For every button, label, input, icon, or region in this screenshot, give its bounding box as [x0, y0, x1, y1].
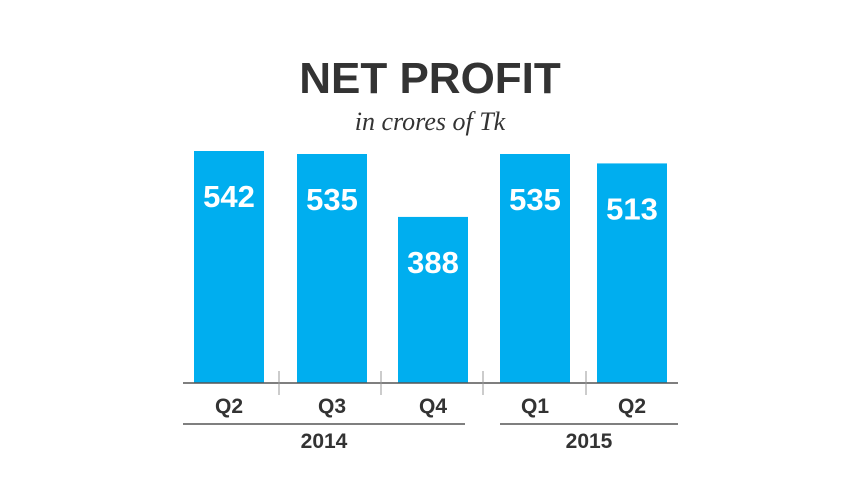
- data-label-3: 388: [407, 245, 459, 280]
- bar-4: [500, 153, 570, 383]
- chart-subtitle: in crores of Tk: [355, 107, 506, 136]
- group-label-2014: 2014: [301, 430, 348, 453]
- bar-2: [297, 153, 367, 383]
- bar-3: [398, 216, 468, 383]
- bar-5: [597, 163, 667, 383]
- x-axis: Q2 Q3 Q4 Q1 Q2 2014 2015: [183, 371, 678, 453]
- x-tick-label-4: Q1: [521, 395, 549, 418]
- chart-title: NET PROFIT: [299, 54, 561, 103]
- bars-group: 542 535 388 535 513: [194, 151, 667, 383]
- x-tick-label-2: Q3: [318, 395, 346, 418]
- group-label-2015: 2015: [566, 430, 613, 453]
- x-tick-label-3: Q4: [419, 395, 447, 418]
- data-label-2: 535: [306, 182, 358, 217]
- data-label-5: 513: [606, 191, 658, 226]
- x-tick-label-5: Q2: [618, 395, 646, 418]
- data-label-1: 542: [203, 179, 255, 214]
- data-label-4: 535: [509, 182, 561, 217]
- bar-1: [194, 151, 264, 383]
- x-tick-label-1: Q2: [215, 395, 243, 418]
